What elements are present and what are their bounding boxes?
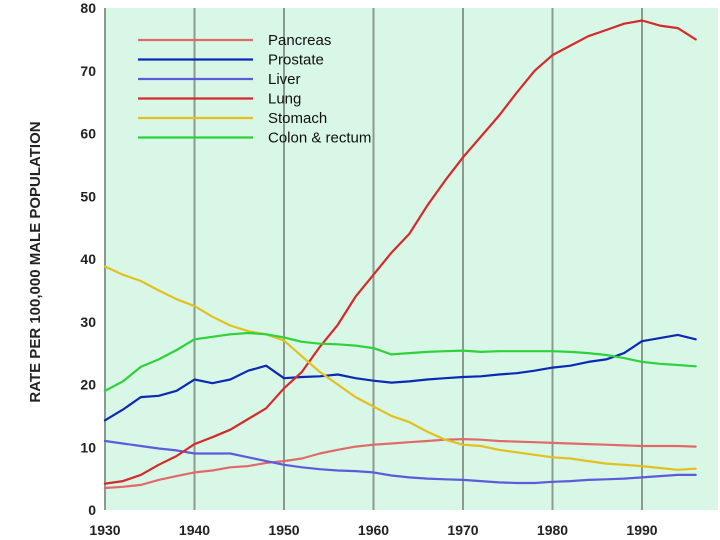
x-tick-label: 1930 <box>89 522 120 538</box>
x-tick-labels: 1930 1940 1950 1960 1970 1980 1990 <box>89 522 657 538</box>
y-tick-label: 0 <box>88 502 96 518</box>
x-tick-label: 1990 <box>626 522 657 538</box>
x-tick-label: 1960 <box>358 522 389 538</box>
y-tick-label: 60 <box>80 126 96 142</box>
series-line-colon-rectum <box>103 331 697 392</box>
y-tick-labels: 0 10 20 30 40 50 60 70 80 <box>80 0 96 518</box>
legend-label: Pancreas <box>268 32 331 49</box>
grid-lines <box>104 8 643 510</box>
y-tick-label: 80 <box>80 0 96 16</box>
legend-label: Colon & rectum <box>268 130 371 147</box>
series-line-lung <box>103 19 697 485</box>
y-tick-label: 20 <box>80 377 96 393</box>
series-lines <box>103 19 697 490</box>
x-tick-label: 1970 <box>447 522 478 538</box>
legend-label: Stomach <box>268 110 327 127</box>
x-tick-label: 1950 <box>268 522 299 538</box>
y-tick-label: 30 <box>80 314 96 330</box>
legend-label: Prostate <box>268 52 324 69</box>
legend-label: Liver <box>268 71 301 88</box>
y-tick-label: 50 <box>80 188 96 204</box>
series-line-pancreas <box>103 438 697 490</box>
y-axis-label: RATE PER 100,000 MALE POPULATION <box>27 121 44 402</box>
legend: Pancreas Prostate Liver Lung Stomach Colon & … <box>138 32 371 147</box>
x-tick-label: 1980 <box>537 522 568 538</box>
series-line-prostate <box>103 333 697 422</box>
series-line-stomach <box>103 265 697 471</box>
y-tick-label: 70 <box>80 63 96 79</box>
y-tick-label: 40 <box>80 251 96 267</box>
y-tick-label: 10 <box>80 439 96 455</box>
plot-background <box>105 8 718 510</box>
legend-label: Lung <box>268 91 301 108</box>
series-line-liver <box>103 439 697 485</box>
x-tick-label: 1940 <box>179 522 210 538</box>
